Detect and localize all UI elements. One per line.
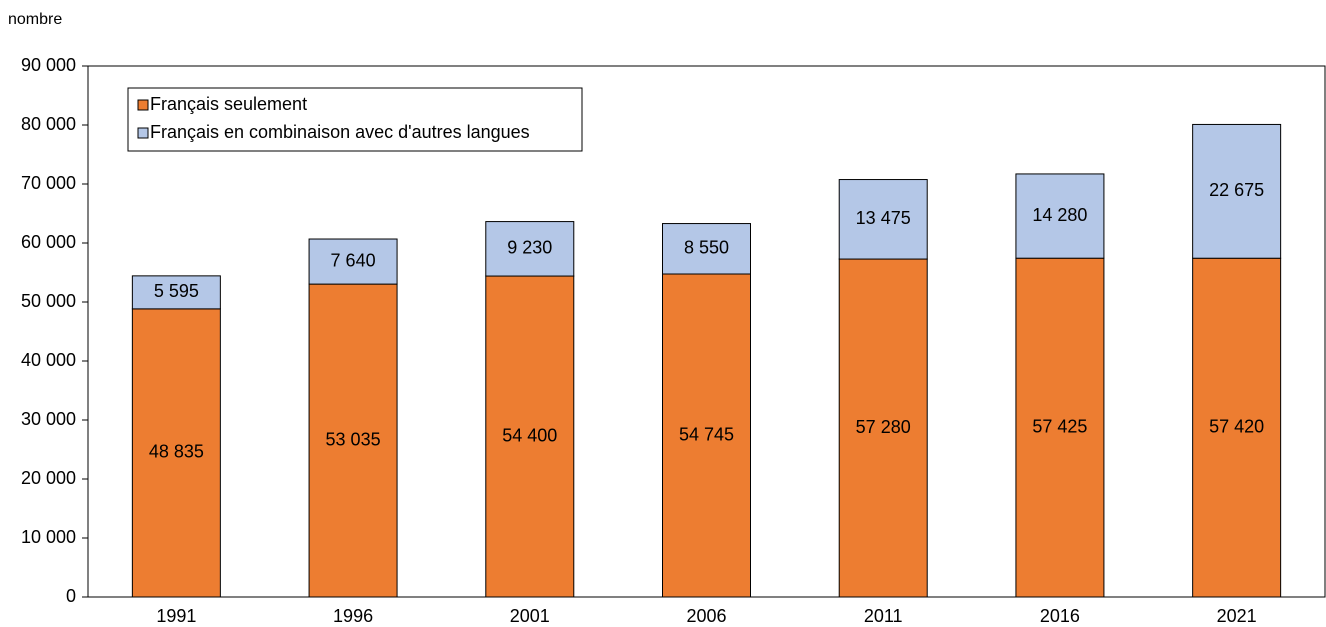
data-label: 7 640 <box>331 250 376 270</box>
legend-label: Français seulement <box>150 94 307 114</box>
bar-segment <box>1192 123 1282 259</box>
data-label: 5 595 <box>154 281 199 301</box>
data-label: 57 280 <box>856 417 911 437</box>
y-tick-label: 80 000 <box>21 114 76 134</box>
y-tick-label: 10 000 <box>21 527 76 547</box>
bar-segment <box>485 275 575 598</box>
bar-segment <box>662 223 751 275</box>
bar-segment <box>308 283 398 598</box>
bar-segment <box>308 238 398 285</box>
data-label: 53 035 <box>326 429 381 449</box>
x-tick-label: 2001 <box>510 606 550 626</box>
x-tick-label: 2006 <box>686 606 726 626</box>
y-tick-label: 50 000 <box>21 291 76 311</box>
x-tick-label: 2021 <box>1217 606 1257 626</box>
data-label: 9 230 <box>507 238 552 258</box>
bar-segment <box>131 308 221 598</box>
y-tick-label: 20 000 <box>21 468 76 488</box>
bar-segment <box>1015 173 1105 259</box>
x-tick-label: 2011 <box>864 606 903 626</box>
legend-swatch <box>137 127 149 139</box>
bar-segment <box>131 275 221 310</box>
legend-swatch <box>137 99 149 111</box>
data-label: 57 425 <box>1032 416 1087 436</box>
data-label: 57 420 <box>1209 416 1264 436</box>
bar-segment <box>838 258 928 598</box>
y-tick-label: 40 000 <box>21 350 76 370</box>
data-label: 48 835 <box>149 442 204 462</box>
bar-segment <box>1015 257 1105 598</box>
data-label: 54 400 <box>502 425 557 445</box>
legend-box <box>127 87 583 152</box>
data-label: 13 475 <box>856 208 911 228</box>
bar-segment <box>838 179 928 260</box>
y-tick-label: 70 000 <box>21 173 76 193</box>
data-label: 14 280 <box>1032 205 1087 225</box>
y-tick-label: 60 000 <box>21 232 76 252</box>
x-tick-label: 1996 <box>333 606 373 626</box>
legend-label: Français en combinaison avec d'autres la… <box>150 122 530 142</box>
bar-segment <box>662 273 751 598</box>
data-label: 54 745 <box>679 424 734 444</box>
y-tick-label: 90 000 <box>21 55 76 75</box>
y-tick-label: 0 <box>66 586 76 606</box>
x-tick-label: 2016 <box>1040 606 1080 626</box>
data-label: 22 675 <box>1209 180 1264 200</box>
bar-segment <box>1192 257 1282 598</box>
y-tick-label: 30 000 <box>21 409 76 429</box>
x-tick-label: 1991 <box>156 606 196 626</box>
data-label: 8 550 <box>684 238 729 258</box>
y-axis-label: nombre <box>8 11 62 28</box>
bar-segment <box>485 221 575 277</box>
